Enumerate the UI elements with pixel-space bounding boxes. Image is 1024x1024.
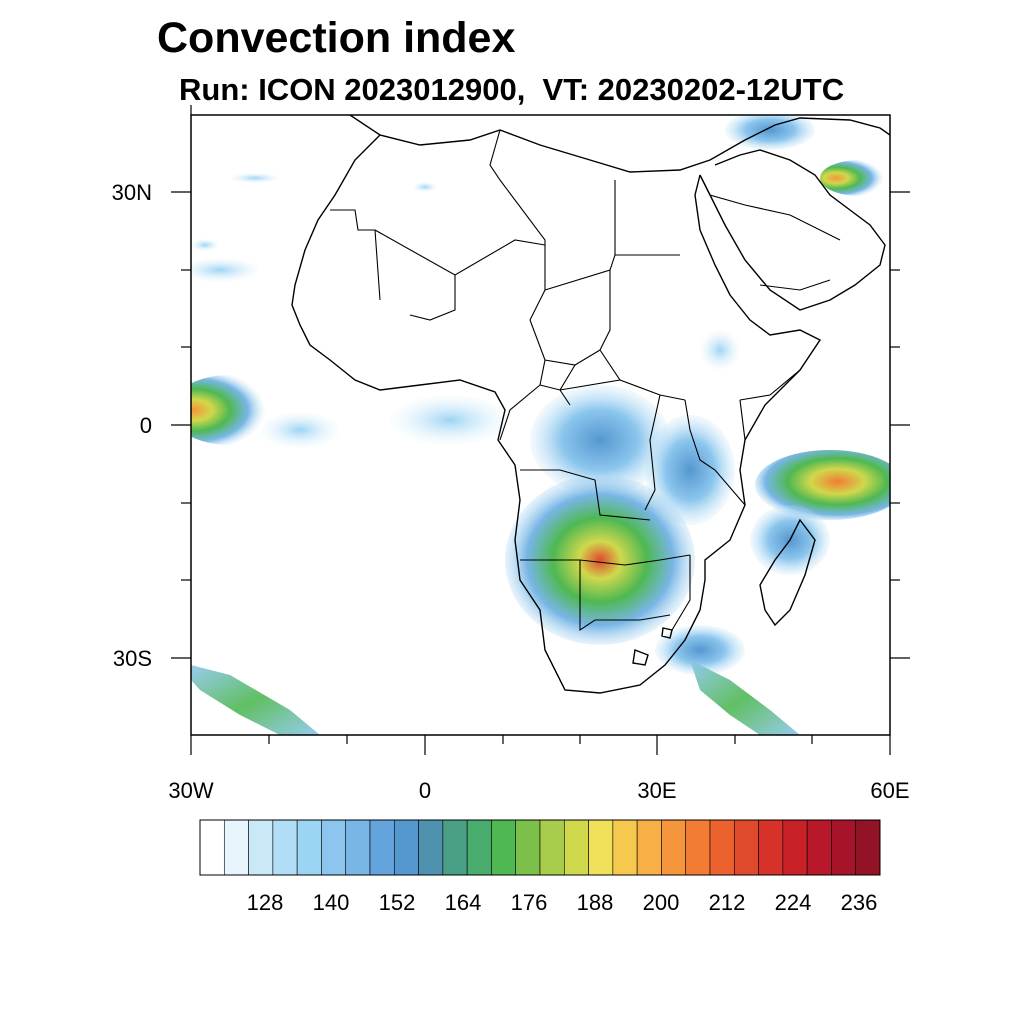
convection-area-north-atlantic — [191, 258, 260, 282]
border-yemen — [759, 279, 831, 291]
colorbar-label: 200 — [642, 890, 680, 915]
axis-ticks — [171, 105, 910, 755]
border-east-africa — [684, 399, 746, 506]
border-ethiopia-somalia — [739, 369, 801, 401]
colorbar-swatch — [661, 819, 687, 876]
colorbar-swatch — [563, 819, 589, 876]
border-kenya-somalia — [739, 399, 746, 441]
colorbar-swatch — [442, 819, 468, 876]
border-niger-nigeria — [409, 275, 456, 321]
border-egypt-sudan — [614, 180, 680, 256]
colorbar-label: 140 — [312, 890, 350, 915]
lat-label-30s: 30S — [112, 646, 152, 671]
convection-area-ethiopia — [700, 330, 740, 370]
border-eswatini — [661, 627, 673, 639]
border-car — [539, 379, 621, 391]
border-algeria-libya — [489, 129, 546, 321]
border-cameroon — [499, 359, 546, 441]
colorbar-swatch — [806, 819, 832, 876]
colorbar-swatch — [248, 819, 274, 876]
colorbar-label: 236 — [840, 890, 878, 915]
convection-area-south-atlantic-band — [191, 665, 320, 735]
border-sudan-south — [599, 270, 686, 401]
chart-subtitle: Run: ICON 2023012900, VT: 20230202-12UTC — [179, 72, 845, 107]
border-namibia-botswana — [579, 560, 671, 632]
convection-area-southern-africa — [505, 475, 695, 645]
colorbar-label: 176 — [510, 890, 548, 915]
lon-label-0: 0 — [418, 778, 432, 803]
colorbar-swatch — [321, 819, 347, 876]
border-saudi-north — [699, 174, 841, 241]
coastline-arabia — [699, 149, 886, 311]
convection-area-persian-gulf — [820, 160, 890, 196]
colorbar-swatch — [223, 819, 249, 876]
border-mozambique — [671, 555, 691, 631]
colorbar-swatch — [199, 819, 225, 876]
convection-area-indian-ocean — [755, 450, 890, 520]
border-drc-east — [644, 394, 661, 511]
coastline-africa — [291, 134, 822, 694]
colorbar-swatch — [709, 819, 735, 876]
convection-area-gulf-of-guinea — [390, 395, 510, 445]
colorbar-swatch — [466, 819, 492, 876]
colorbar-label: 212 — [708, 890, 746, 915]
lon-label-60e: 60E — [870, 778, 910, 803]
colorbar-swatch — [491, 819, 517, 876]
country-borders — [330, 129, 841, 632]
colorbar-swatch — [855, 819, 881, 876]
border-angola-drc — [520, 469, 651, 521]
border-lesotho — [632, 649, 649, 666]
colorbar-swatch — [636, 819, 662, 876]
border-mauritania — [330, 209, 381, 301]
colorbar-swatch — [418, 819, 444, 876]
chart-title: Convection index — [157, 14, 516, 62]
colorbar-swatch — [369, 819, 395, 876]
colorbar-swatch — [782, 819, 808, 876]
border-namibia-angola — [520, 554, 691, 566]
convection-area-southeast-coast — [655, 625, 745, 675]
colorbar-label: 224 — [774, 890, 812, 915]
colorbar-swatch — [612, 819, 638, 876]
convection-area-mediterranean — [725, 115, 815, 150]
convection-field — [191, 115, 890, 735]
border-chad-car — [529, 319, 601, 366]
colorbar-swatch — [515, 819, 541, 876]
convection-area-north-atlantic-streak — [230, 173, 280, 183]
convection-area-southern-ocean-band — [690, 660, 800, 735]
border-chad-sudan — [544, 254, 616, 291]
lat-label-30n: 30N — [111, 180, 152, 205]
colorbar-swatch — [588, 819, 614, 876]
colorbar-swatch — [272, 819, 298, 876]
lon-label-30e: 30E — [637, 778, 677, 803]
colorbar-label: 188 — [576, 890, 614, 915]
colorbar-border — [199, 819, 881, 876]
lon-label-30w: 30W — [168, 778, 214, 803]
convection-area-east-africa — [645, 415, 735, 525]
colorbar-swatch — [685, 819, 711, 876]
colorbar — [199, 819, 881, 876]
convection-area-sahara-streak — [413, 182, 437, 192]
coastline-madagascar — [759, 518, 816, 627]
colorbar-swatch — [393, 819, 419, 876]
colorbar-swatch — [831, 819, 857, 876]
colorbar-swatch — [733, 819, 759, 876]
colorbar-label: 164 — [444, 890, 482, 915]
convection-area-congo-basin — [530, 385, 670, 495]
colorbar-swatch — [539, 819, 565, 876]
colorbar-swatch — [345, 819, 371, 876]
coastlines — [291, 115, 890, 694]
coastline-north — [349, 115, 890, 173]
colorbar-swatch — [758, 819, 784, 876]
convection-area-west-atlantic-tail — [260, 412, 340, 448]
colorbar-label: 128 — [246, 890, 284, 915]
colorbar-swatch — [296, 819, 322, 876]
colorbar-label: 152 — [378, 890, 416, 915]
lat-label-eq: 0 — [139, 413, 152, 438]
border-mali-niger — [374, 229, 546, 276]
convection-area-north-atlantic-small — [191, 239, 219, 251]
